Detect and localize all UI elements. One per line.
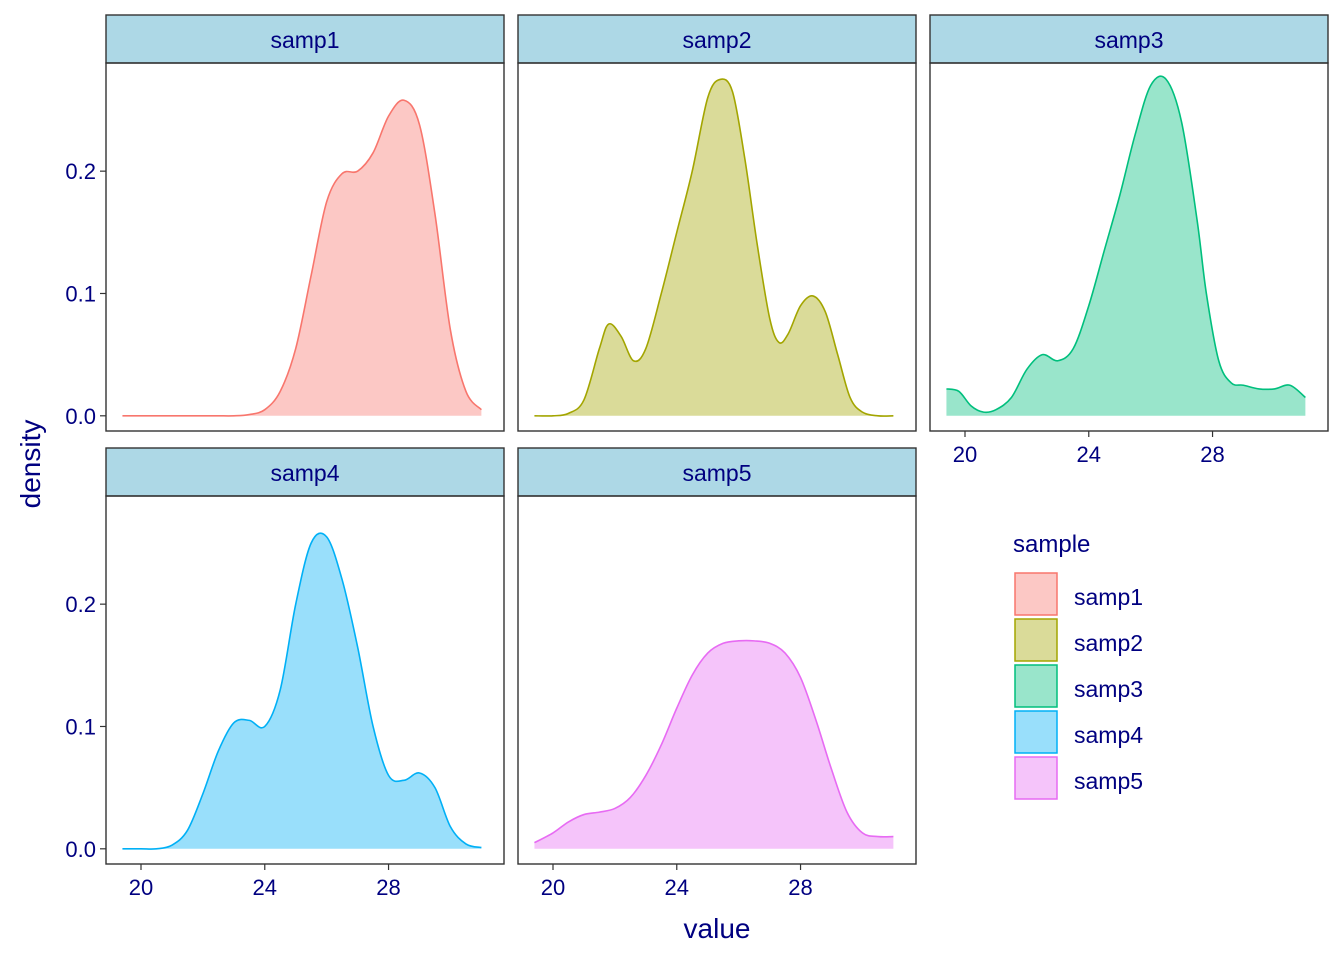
panel-samp3: samp3: [929, 14, 1329, 432]
legend-item-samp4: samp4: [1014, 710, 1143, 754]
x-tick-label: 28: [1200, 442, 1224, 467]
panel-samp1: samp1: [105, 14, 505, 432]
legend-key-samp3: [1014, 664, 1058, 708]
x-tick-label: 24: [1077, 442, 1101, 467]
density-area-samp4: [122, 533, 482, 850]
legend-key-samp5: [1014, 756, 1058, 800]
y-tick-label: 0.2: [65, 592, 96, 617]
y-axis-row2: 0.0 0.1 0.2: [65, 592, 106, 862]
legend-label-samp5: samp5: [1074, 768, 1143, 794]
x-tick-label: 20: [953, 442, 977, 467]
legend-title: sample: [1013, 531, 1090, 558]
panel-border-samp1: [105, 62, 505, 432]
strip-label-samp2: samp2: [682, 27, 751, 53]
legend-key-samp1: [1014, 572, 1058, 616]
density-line-samp4: [122, 532, 482, 850]
y-tick-label: 0.0: [65, 404, 96, 429]
panel-border-samp5: [517, 495, 917, 865]
x-tick-label: 20: [541, 875, 565, 900]
legend-label-samp2: samp2: [1074, 630, 1143, 656]
strip-label-samp3: samp3: [1094, 27, 1163, 53]
x-axis-samp5: 20 24 28: [541, 864, 813, 900]
panel-border-samp3: [929, 62, 1329, 432]
legend-label-samp1: samp1: [1074, 584, 1143, 610]
panel-border-samp2: [517, 62, 917, 432]
legend-label-samp3: samp3: [1074, 676, 1143, 702]
y-axis-title: density: [15, 420, 46, 509]
strip-samp2: [517, 14, 917, 64]
x-axis-samp3: 20 24 28: [953, 431, 1225, 467]
density-line-samp5: [534, 639, 894, 844]
strip-label-samp5: samp5: [682, 460, 751, 486]
legend: sample samp1 samp2 samp3 samp4 samp5: [1013, 531, 1143, 800]
density-area-samp1: [122, 100, 482, 416]
panel-border-samp4: [105, 495, 505, 865]
x-axis-samp4: 20 24 28: [129, 864, 401, 900]
y-axis-row1: 0.0 0.1 0.2: [65, 159, 106, 429]
legend-key-samp2: [1014, 618, 1058, 662]
density-area-samp2: [534, 79, 894, 417]
panel-samp4: samp4: [105, 447, 505, 865]
density-line-samp1: [122, 99, 482, 417]
panel-samp5: samp5: [517, 447, 917, 865]
panel-samp2: samp2: [517, 14, 917, 432]
y-tick-label: 0.1: [65, 714, 96, 739]
legend-label-samp4: samp4: [1074, 722, 1143, 748]
x-tick-label: 20: [129, 875, 153, 900]
legend-item-samp1: samp1: [1014, 572, 1143, 616]
strip-samp5: [517, 447, 917, 497]
strip-samp1: [105, 14, 505, 64]
strip-samp4: [105, 447, 505, 497]
legend-item-samp2: samp2: [1014, 618, 1143, 662]
x-axis-title: value: [684, 913, 751, 944]
y-tick-label: 0.2: [65, 159, 96, 184]
y-tick-label: 0.0: [65, 837, 96, 862]
x-tick-label: 24: [665, 875, 689, 900]
strip-label-samp4: samp4: [270, 460, 339, 486]
strip-label-samp1: samp1: [270, 27, 339, 53]
density-area-samp5: [534, 640, 894, 849]
legend-item-samp5: samp5: [1014, 756, 1143, 800]
legend-item-samp3: samp3: [1014, 664, 1143, 708]
density-line-samp2: [534, 78, 894, 417]
x-tick-label: 28: [376, 875, 400, 900]
x-tick-label: 24: [253, 875, 277, 900]
density-area-samp3: [946, 76, 1306, 416]
legend-key-samp4: [1014, 710, 1058, 754]
x-tick-label: 28: [788, 875, 812, 900]
density-line-samp3: [946, 75, 1306, 414]
y-tick-label: 0.1: [65, 281, 96, 306]
